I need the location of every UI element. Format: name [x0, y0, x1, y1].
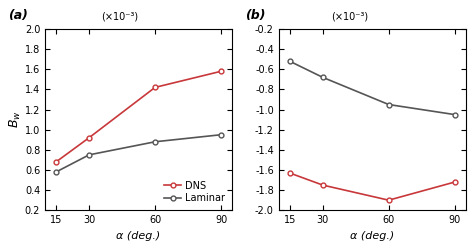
Text: (×10⁻³): (×10⁻³): [101, 12, 138, 22]
DNS: [218, 70, 224, 73]
DNS: [53, 160, 59, 163]
Laminar: [53, 171, 59, 174]
Text: (×10⁻³): (×10⁻³): [331, 12, 368, 22]
Laminar: [152, 140, 158, 143]
DNS: [86, 136, 92, 139]
Legend: DNS, Laminar: DNS, Laminar: [162, 179, 227, 205]
Y-axis label: $B_w$: $B_w$: [9, 111, 23, 128]
X-axis label: α (deg.): α (deg.): [117, 231, 161, 241]
Text: (a): (a): [8, 9, 27, 22]
Laminar: [218, 133, 224, 136]
DNS: [152, 86, 158, 89]
Laminar: [86, 153, 92, 156]
Line: Laminar: Laminar: [54, 132, 223, 174]
Line: DNS: DNS: [54, 69, 223, 164]
X-axis label: α (deg.): α (deg.): [350, 231, 394, 241]
Text: (b): (b): [245, 9, 265, 22]
